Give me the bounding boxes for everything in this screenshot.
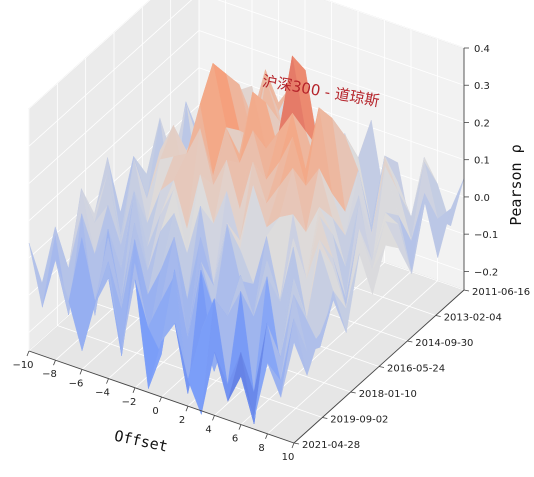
y-tick-label: 2018-01-10 — [359, 389, 417, 400]
y-tick-label: 2013-02-04 — [444, 313, 502, 324]
surface-mesh — [28, 55, 465, 425]
x-tick-label: 4 — [205, 424, 211, 435]
surface-face — [280, 318, 308, 398]
z-tick-label: 0.3 — [474, 81, 490, 92]
x-tick-mark — [265, 433, 268, 439]
z-tick-label: −0.1 — [474, 230, 498, 241]
y-tick-mark — [435, 315, 441, 317]
z-tick-label: 0.4 — [474, 44, 490, 55]
x-tick-mark — [26, 350, 30, 357]
y-tick-label: 2016-05-24 — [387, 364, 445, 375]
y-tick-label: 2011-06-16 — [472, 287, 530, 298]
z-gridline-left — [28, 67, 200, 221]
x-tick-mark — [238, 424, 242, 430]
x-tick-mark — [106, 378, 109, 384]
axes-lines — [26, 47, 470, 449]
x-tick-label: 6 — [232, 434, 238, 445]
x-tick-label: −10 — [12, 360, 33, 371]
z-tick-label: 0.0 — [474, 193, 490, 204]
x-tick-label: −4 — [95, 388, 110, 399]
x-tick-label: 2 — [179, 415, 185, 426]
x-axis-label: Offset — [113, 427, 170, 456]
x-tick-label: 8 — [258, 443, 264, 454]
z-gridline-back — [217, 0, 465, 86]
y-tick-label: 2014-09-30 — [415, 338, 473, 349]
y-tick-mark — [322, 417, 328, 419]
x-tick-mark — [79, 369, 83, 375]
z-gridline-back — [198, 30, 465, 123]
tick-labels: −10 −8 −6 −4 −2 0 2 4 6 8 10 2011-06-16 2013-02-04 20… — [12, 44, 530, 463]
z-tick-label: 0.1 — [474, 156, 490, 167]
y-tick-mark — [463, 289, 470, 292]
x-tick-mark — [212, 415, 215, 421]
y-tick-label: 2021-04-28 — [302, 440, 360, 451]
z-tick-label: −0.2 — [474, 267, 498, 278]
z-gridline-left — [28, 30, 200, 184]
x-tick-label: −8 — [42, 369, 57, 380]
x-tick-label: 0 — [152, 406, 158, 417]
x-tick-mark — [132, 387, 136, 393]
x-tick-label: −2 — [122, 397, 137, 408]
y-tick-label: 2019-09-02 — [330, 415, 388, 426]
x-tick-mark — [185, 406, 189, 412]
z-gridline-left — [28, 0, 193, 147]
x-tick-label: 10 — [282, 452, 295, 463]
x-tick-label: −6 — [69, 378, 84, 389]
x-tick-mark — [291, 442, 295, 449]
y-tick-mark — [350, 391, 356, 394]
z-tick-label: 0.2 — [474, 119, 490, 130]
z-gridline-back — [324, 0, 465, 49]
y-tick-mark — [378, 366, 385, 368]
y-tick-mark — [407, 340, 413, 343]
x-tick-mark — [53, 360, 56, 366]
x-tick-mark — [159, 396, 162, 403]
z-axis-label: Pearson ρ — [507, 144, 525, 225]
z-gridline-left — [28, 0, 151, 110]
y-tick-mark — [293, 442, 300, 445]
z-gridline-back — [198, 67, 465, 161]
